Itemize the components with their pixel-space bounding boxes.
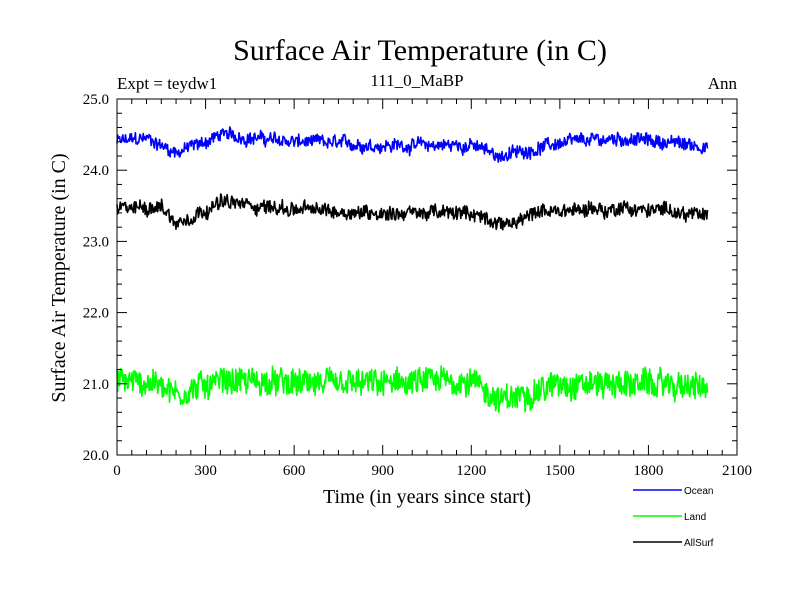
period-label: 111_0_MaBP xyxy=(370,71,463,90)
y-tick-label: 24.0 xyxy=(83,163,109,179)
x-tick-label: 1200 xyxy=(456,463,486,479)
y-tick-label: 21.0 xyxy=(83,377,109,393)
x-tick-label: 600 xyxy=(283,463,306,479)
x-tick-label: 300 xyxy=(194,463,217,479)
y-tick-label: 22.0 xyxy=(83,306,109,322)
series-layer xyxy=(116,126,709,413)
series-line-allsurf xyxy=(116,193,709,231)
y-tick-label: 20.0 xyxy=(83,448,109,464)
axes: 0 300 600 900 1200 1500 1800 2100 20.0 21.0 22.0 23… xyxy=(83,92,752,479)
experiment-label: Expt = teydw1 xyxy=(117,74,217,93)
chart-title: Surface Air Temperature (in C) xyxy=(233,34,607,67)
x-tick-label: 0 xyxy=(113,463,121,479)
legend-label-land: Land xyxy=(684,512,706,523)
legend-label-allsurf: AllSurf xyxy=(684,538,714,549)
series-line-ocean xyxy=(116,126,709,163)
y-tick-label: 23.0 xyxy=(83,234,109,250)
y-tick-label: 25.0 xyxy=(83,92,109,108)
season-label: Ann xyxy=(708,74,738,93)
x-tick-label: 900 xyxy=(371,463,394,479)
x-axis-label: Time (in years since start) xyxy=(323,486,531,508)
plot-frame xyxy=(116,98,738,456)
series-line-land xyxy=(116,365,709,413)
legend: Ocean Land AllSurf xyxy=(633,486,714,549)
x-tick-label: 2100 xyxy=(722,463,752,479)
x-tick-label: 1500 xyxy=(545,463,575,479)
y-axis-label: Surface Air Temperature (in C) xyxy=(48,153,70,402)
legend-label-ocean: Ocean xyxy=(684,486,713,497)
x-tick-label: 1800 xyxy=(633,463,663,479)
